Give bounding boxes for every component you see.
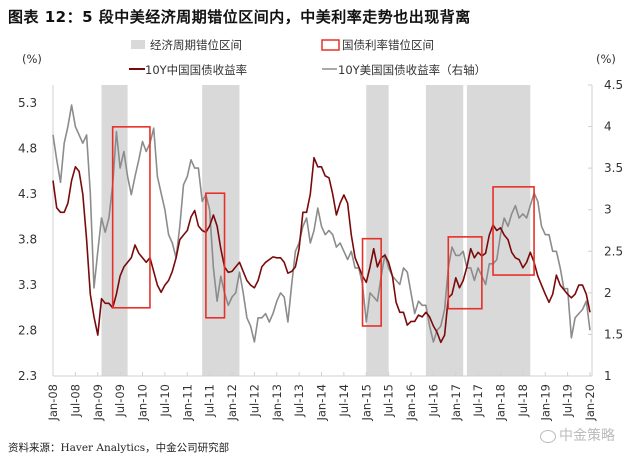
x-tick-label: Jul-17 (471, 384, 485, 418)
us-10y-line (52, 104, 591, 343)
divergence-box (205, 192, 226, 319)
legend-box-swatch (321, 39, 340, 51)
x-tick-label: Jan-20 (583, 384, 597, 422)
x-tick-label: Jan-18 (494, 384, 508, 422)
shaded-period (466, 85, 531, 376)
divergence-box (361, 237, 382, 327)
watermark: 中金策略 (540, 425, 615, 445)
divergence-box (111, 126, 151, 309)
left-tick-label: 3.8 (18, 233, 37, 247)
x-tick-label: Jul-12 (247, 384, 261, 418)
watermark-text: 中金策略 (559, 428, 615, 444)
left-tick-label: 5.3 (18, 96, 37, 110)
legend-china-label: 10Y中国国债收益率 (145, 63, 247, 77)
left-tick-label: 2.8 (18, 324, 37, 338)
x-tick-label: Jan-10 (136, 384, 150, 422)
right-tick-label: 4 (604, 120, 612, 134)
x-tick-label: Jan-16 (404, 384, 418, 422)
legend-box-label: 国债利率错位区间 (342, 38, 434, 52)
x-tick-label: Jul-18 (516, 384, 530, 418)
legend-us-label: 10Y美国国债收益率（右轴） (338, 63, 486, 77)
x-tick-label: Jan-08 (46, 384, 60, 422)
x-tick-label: Jan-09 (91, 384, 105, 422)
divergence-box (492, 186, 535, 276)
right-tick-label: 2.5 (604, 244, 623, 258)
source-note: 资料来源：Haver Analytics，中金公司研究部 (8, 442, 230, 454)
right-tick-label: 2 (604, 286, 612, 300)
legend-shade-swatch (131, 40, 145, 49)
x-tick-label: Jul-13 (292, 384, 306, 418)
x-tick-label: Jan-15 (359, 384, 373, 422)
wechat-icon (540, 429, 556, 443)
x-tick-label: Jan-13 (270, 384, 284, 422)
x-tick-label: Jul-19 (561, 384, 575, 418)
x-tick-label: Jan-19 (538, 384, 552, 422)
legend-shade-label: 经济周期错位区间 (150, 38, 242, 52)
x-tick-label: Jan-11 (180, 384, 194, 422)
china-10y-line (52, 156, 591, 344)
legend: 经济周期错位区间 国债利率错位区间 10Y中国国债收益率 10Y美国国债收益率（… (129, 38, 486, 77)
x-tick-label: Jul-15 (382, 384, 396, 418)
x-tick-label: Jan-12 (225, 384, 239, 422)
right-tick-label: 3.5 (604, 161, 623, 175)
x-tick-label: Jul-11 (203, 384, 217, 418)
x-tick-label: Jul-09 (113, 384, 127, 418)
right-tick-label: 1.5 (604, 327, 623, 341)
x-tick-label: Jul-08 (68, 384, 82, 418)
x-tick-label: Jul-16 (426, 384, 440, 418)
left-tick-label: 3.3 (18, 278, 37, 292)
right-tick-label: 4.5 (604, 78, 623, 92)
shaded-period (366, 85, 389, 376)
right-axis-unit: (%) (596, 52, 616, 66)
left-tick-label: 4.8 (18, 142, 37, 156)
right-tick-label: 1 (604, 369, 612, 383)
left-tick-label: 2.3 (18, 369, 37, 383)
figure-title: 图表 12：5 段中美经济周期错位区间内，中美利率走势也出现背离 (8, 8, 471, 26)
x-tick-label: Jan-17 (449, 384, 463, 422)
left-axis-unit: (%) (22, 52, 42, 66)
shaded-period (202, 85, 240, 376)
left-tick-label: 4.3 (18, 187, 37, 201)
x-tick-label: Jul-14 (337, 384, 351, 418)
right-tick-label: 3 (604, 203, 612, 217)
x-tick-label: Jan-14 (315, 384, 329, 422)
x-tick-label: Jul-10 (158, 384, 172, 418)
divergence-box (447, 236, 483, 310)
